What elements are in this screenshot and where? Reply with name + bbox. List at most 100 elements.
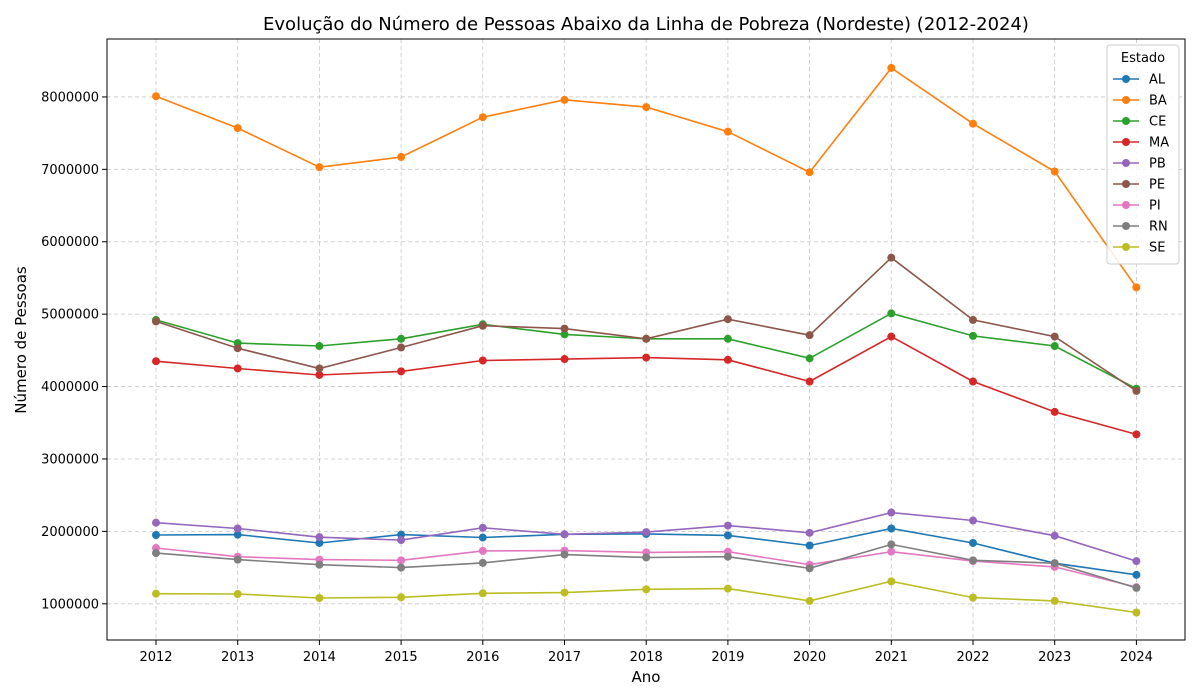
legend-marker (1122, 222, 1130, 230)
data-point (1132, 557, 1141, 566)
x-tick-label: 2013 (221, 650, 254, 665)
data-point (969, 119, 977, 128)
data-point (1132, 608, 1141, 617)
data-point (723, 584, 732, 593)
data-point (642, 353, 651, 362)
data-point (805, 541, 814, 550)
data-point (642, 585, 651, 594)
legend-label: RN (1149, 220, 1168, 235)
data-point (478, 533, 487, 542)
data-point (969, 516, 977, 525)
series-rn (152, 540, 1141, 592)
legend-item-ba: BA (1113, 94, 1167, 109)
data-point (887, 540, 896, 549)
data-point (233, 524, 242, 533)
data-point (478, 546, 487, 555)
series-layer (152, 63, 1141, 617)
data-point (233, 555, 242, 564)
x-axis: 2012 2013 2014 2015 2016 2017 2018 2019 2020 2021… (139, 640, 1153, 665)
legend-item-pi: PI (1113, 199, 1161, 214)
data-point (233, 364, 242, 373)
legend-item-pb: PB (1113, 157, 1166, 172)
data-point (805, 528, 814, 537)
series-line (155, 66, 1138, 288)
legend-box (1106, 44, 1180, 265)
data-point (887, 309, 896, 318)
y-axis-label: Número de Pessoas (12, 266, 30, 414)
y-axis: 1000000 2000000 3000000 4000000 5000000 60000… (41, 90, 107, 612)
data-point (560, 330, 569, 339)
x-tick-label: 2014 (303, 650, 336, 665)
series-ma (152, 332, 1141, 439)
data-point (315, 560, 324, 569)
data-point (397, 593, 406, 602)
y-tick-label: 4000000 (41, 380, 99, 395)
data-point (315, 533, 324, 542)
data-point (315, 594, 324, 603)
data-point (642, 553, 651, 562)
legend-marker (1122, 117, 1130, 125)
x-tick-label: 2019 (711, 650, 744, 665)
data-point (887, 577, 896, 586)
data-point (152, 589, 160, 598)
data-point (969, 556, 977, 565)
data-point (397, 367, 406, 376)
data-point (805, 331, 814, 340)
data-point (723, 531, 732, 540)
legend-marker (1122, 201, 1130, 209)
data-point (560, 355, 569, 364)
x-tick-label: 2012 (139, 650, 172, 665)
data-point (969, 331, 977, 340)
data-point (478, 356, 487, 365)
legend-item-rn: RN (1113, 220, 1168, 235)
legend-item-pe: PE (1113, 178, 1165, 193)
data-point (887, 63, 896, 72)
data-point (723, 334, 732, 343)
data-point (560, 95, 569, 104)
data-point (315, 163, 324, 172)
legend-label: PB (1149, 157, 1166, 172)
data-point (1132, 386, 1141, 395)
data-point (969, 538, 977, 547)
data-point (723, 552, 732, 561)
data-point (805, 168, 814, 177)
data-point (887, 508, 896, 517)
data-point (1050, 596, 1059, 605)
legend-item-al: AL (1113, 73, 1166, 88)
legend-label: CE (1149, 115, 1166, 130)
data-point (397, 563, 406, 572)
legend-label: BA (1149, 94, 1167, 109)
data-point (1132, 430, 1141, 439)
x-tick-label: 2020 (793, 650, 826, 665)
legend-item-ma: MA (1113, 136, 1169, 151)
legend-marker (1122, 138, 1130, 146)
data-point (969, 377, 977, 386)
legend-marker (1122, 75, 1130, 83)
data-point (1050, 531, 1059, 540)
data-point (805, 377, 814, 386)
data-point (397, 536, 406, 545)
legend-marker (1122, 180, 1130, 188)
data-point (642, 103, 651, 112)
data-point (723, 355, 732, 364)
data-point (723, 315, 732, 324)
data-point (233, 530, 242, 539)
legend-label: PE (1149, 178, 1165, 193)
data-point (233, 590, 242, 599)
data-point (233, 344, 242, 353)
data-point (1132, 283, 1141, 292)
legend-label: SE (1149, 241, 1165, 256)
data-point (1050, 342, 1059, 351)
data-point (1050, 332, 1059, 341)
series-se (152, 577, 1141, 617)
legend-item-ce: CE (1113, 115, 1166, 130)
series-pe (152, 253, 1141, 395)
data-point (887, 524, 896, 533)
data-point (887, 547, 896, 556)
data-point (560, 588, 569, 597)
legend-marker (1122, 96, 1130, 104)
data-point (152, 357, 160, 366)
x-tick-label: 2015 (385, 650, 418, 665)
x-tick-label: 2024 (1120, 650, 1153, 665)
